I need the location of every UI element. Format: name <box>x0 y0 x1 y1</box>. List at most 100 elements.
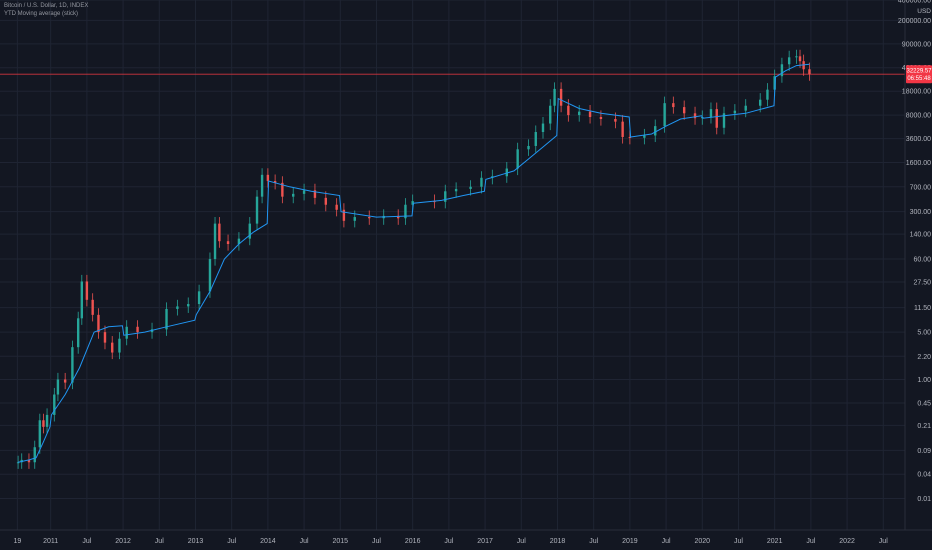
price-candle <box>722 113 726 128</box>
time-tick-label: Jul <box>589 538 598 545</box>
price-candle <box>787 57 791 65</box>
countdown-label: 06:55:48 <box>907 76 931 82</box>
time-tick-label: 2014 <box>260 538 276 545</box>
time-tick-label: 2011 <box>43 538 58 545</box>
last-price-label: 32229.57 <box>906 69 932 75</box>
grid-layer <box>0 0 905 530</box>
price-candle <box>534 132 537 146</box>
indicator-title[interactable]: YTD Moving average (stick) <box>4 11 79 17</box>
price-candle <box>766 89 769 100</box>
last-price-badge <box>906 65 932 84</box>
price-candle <box>549 105 552 124</box>
price-candle <box>454 188 458 192</box>
price-candle <box>85 281 89 300</box>
price-tick-label: 3600.00 <box>906 136 931 143</box>
price-candle <box>218 223 221 242</box>
price-candle <box>302 190 306 194</box>
price-candle <box>237 238 241 245</box>
price-candle <box>411 201 414 205</box>
price-tick-label: 11.50 <box>914 305 931 312</box>
price-tick-label: 2.20 <box>917 354 931 361</box>
time-tick-label: Jul <box>734 538 743 545</box>
price-candle <box>324 197 327 205</box>
time-tick-label: Jul <box>227 538 236 545</box>
price-candle <box>567 105 570 116</box>
price-tick-label: 8000.00 <box>906 113 931 120</box>
price-candle <box>798 56 802 62</box>
price-candle <box>588 111 592 117</box>
price-tick-label: 1.00 <box>917 377 931 384</box>
price-candle <box>80 281 84 319</box>
currency-label: USD <box>917 8 931 15</box>
price-candle <box>516 149 519 169</box>
price-candle <box>125 326 128 339</box>
time-tick-label: Jul <box>155 538 164 545</box>
price-candle <box>71 347 74 383</box>
moving-average-layer <box>17 63 810 463</box>
price-candle <box>42 420 45 427</box>
price-tick-label: 400000.00 <box>898 0 931 5</box>
price-candle <box>38 420 42 448</box>
price-candle <box>45 414 49 427</box>
price-candle <box>63 379 67 383</box>
time-tick-label: 19 <box>13 538 21 545</box>
price-tick-label: 200000.00 <box>898 18 931 25</box>
price-candle <box>682 107 686 114</box>
price-tick-label: 0.01 <box>917 496 931 503</box>
time-tick-label: 2021 <box>767 538 783 545</box>
price-candle <box>715 109 718 128</box>
price-candle <box>621 121 624 137</box>
time-axis[interactable]: 19 2011 Jul 2012 Jul 2013 Jul 2014 Jul 2015 Jul 201… <box>13 538 888 545</box>
price-candle <box>187 304 190 307</box>
price-candle <box>709 109 713 117</box>
price-candle <box>260 174 264 197</box>
price-candle <box>505 168 508 177</box>
price-candle <box>213 223 217 260</box>
price-tick-label: 700.00 <box>910 184 932 191</box>
price-tick-label: 60.00 <box>913 257 931 264</box>
moving-average-line <box>17 63 810 463</box>
price-candle <box>368 217 371 219</box>
price-candle <box>273 181 277 183</box>
time-tick-label: Jul <box>517 538 526 545</box>
price-candle <box>27 459 31 463</box>
price-tick-label: 27.50 <box>913 279 931 286</box>
price-candle <box>176 306 179 309</box>
price-tick-label: 1600.00 <box>906 160 931 167</box>
price-candle <box>553 88 556 106</box>
price-candle <box>397 215 400 219</box>
price-candle <box>342 209 346 221</box>
price-candle <box>118 338 121 353</box>
price-candle <box>527 145 530 150</box>
symbol-title[interactable]: Bitcoin / U.S. Dollar, 1D, INDEX <box>4 3 89 9</box>
price-candle <box>103 332 107 343</box>
price-candle <box>255 196 259 224</box>
price-candle <box>628 136 632 138</box>
price-candle <box>33 447 36 463</box>
price-axis[interactable]: 400000.00200000.0090000.0040000.0018000.… <box>898 0 931 503</box>
time-tick-label: Jul <box>444 538 453 545</box>
time-tick-label: Jul <box>806 538 815 545</box>
price-candle <box>281 182 284 197</box>
time-tick-label: 2015 <box>332 538 348 545</box>
chart-legend: Bitcoin / U.S. Dollar, 1D, INDEX YTD Mov… <box>4 2 88 18</box>
price-candle <box>76 318 80 348</box>
price-tick-label: 5.00 <box>917 330 931 337</box>
price-candle <box>353 217 356 221</box>
price-candle <box>313 190 317 198</box>
price-candle <box>97 314 100 333</box>
price-tick-label: 90000.00 <box>902 41 931 48</box>
price-tick-label: 18000.00 <box>902 89 931 96</box>
price-tick-label: 140.00 <box>910 232 932 239</box>
price-candle <box>744 105 747 111</box>
price-candle <box>599 116 603 120</box>
price-tick-label: 300.00 <box>910 209 932 216</box>
price-candle <box>780 64 784 77</box>
price-candle <box>559 88 563 106</box>
price-candle <box>53 394 56 415</box>
price-candle <box>165 308 168 330</box>
